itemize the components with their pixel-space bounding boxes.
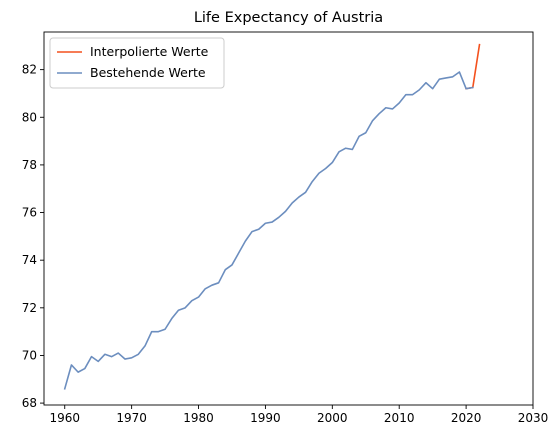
- y-tick-label: 70: [22, 348, 37, 362]
- x-tick-label: 2010: [384, 411, 415, 425]
- chart-title: Life Expectancy of Austria: [194, 10, 383, 26]
- y-tick-label: 68: [22, 396, 37, 410]
- x-tick-label: 1980: [183, 411, 214, 425]
- plot-frame: [43, 31, 534, 406]
- x-tick-label: 2000: [317, 411, 348, 425]
- y-tick-label: 82: [22, 63, 37, 77]
- legend-box: [49, 37, 225, 89]
- legend-label: Interpolierte Werte: [90, 44, 209, 59]
- y-axis: 68 70 72 74 76 78 80 82: [22, 63, 44, 410]
- x-tick-label: 1970: [116, 411, 147, 425]
- y-tick-label: 80: [22, 110, 37, 124]
- series-layer: [63, 43, 481, 390]
- x-tick-label: 1990: [250, 411, 281, 425]
- x-tick-label: 2020: [451, 411, 482, 425]
- legend-label: Bestehende Werte: [90, 65, 206, 80]
- x-tick-label: 2030: [518, 411, 549, 425]
- series-line-1: [63, 71, 474, 390]
- y-tick-label: 74: [22, 253, 37, 267]
- y-tick-label: 76: [22, 206, 37, 220]
- x-tick-label: 1960: [49, 411, 80, 425]
- y-tick-label: 78: [22, 158, 37, 172]
- series-line-0: [465, 43, 481, 90]
- y-tick-label: 72: [22, 301, 37, 315]
- x-axis: 1960 1970 1980 1990 2000 2010 2020 2030: [49, 405, 548, 425]
- legend: Interpolierte Werte Bestehende Werte: [49, 37, 225, 89]
